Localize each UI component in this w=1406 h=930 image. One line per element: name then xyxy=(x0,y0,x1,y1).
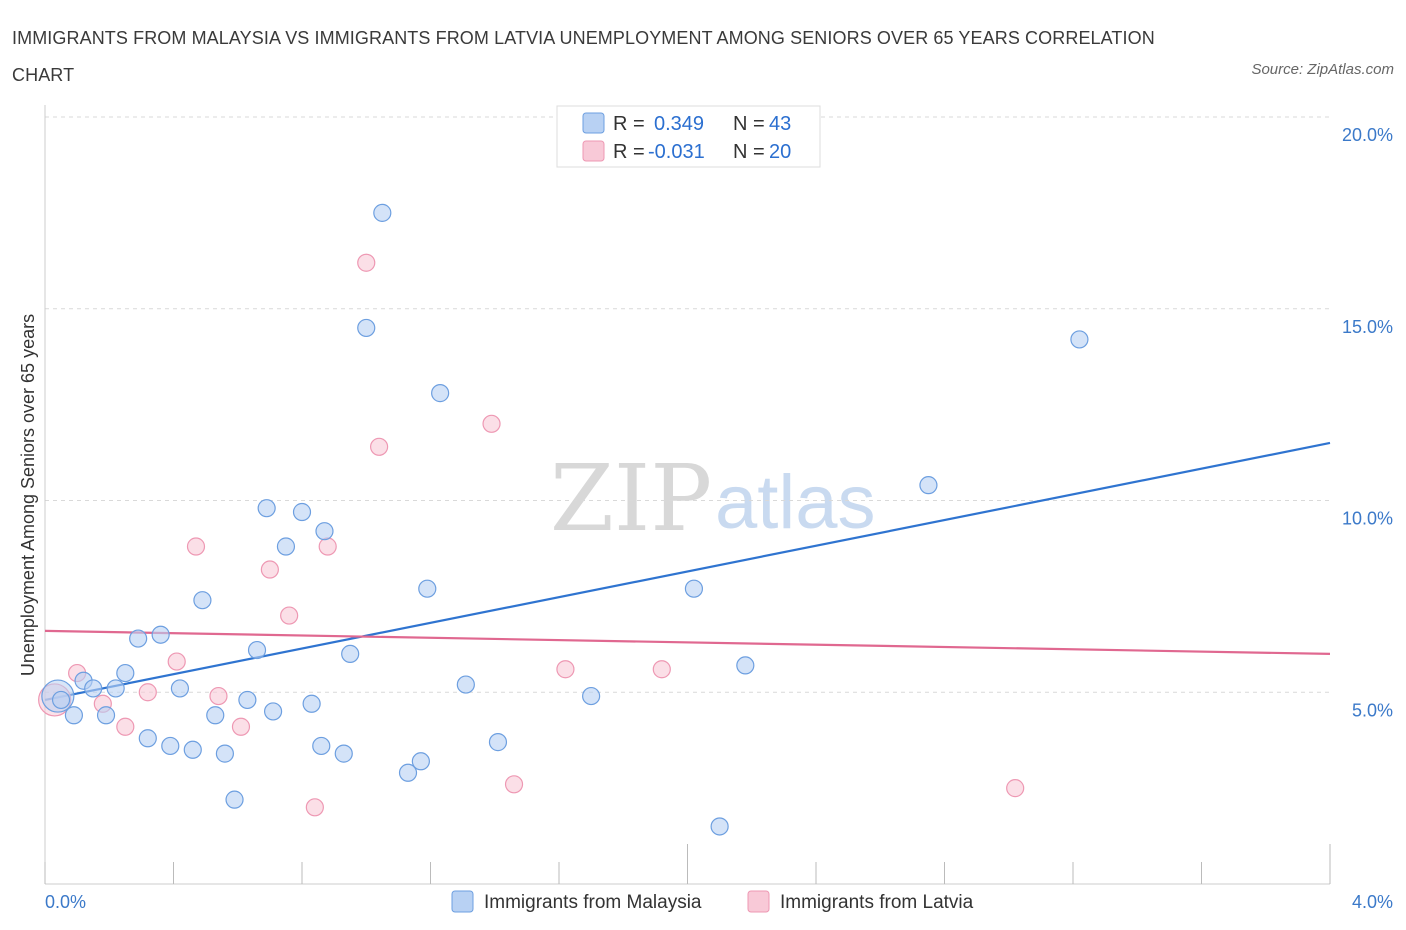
series-legend-label-latvia: Immigrants from Latvia xyxy=(780,892,974,913)
point-malaysia xyxy=(116,663,135,683)
y-tick-labels: 5.0% 10.0% 15.0% 20.0% xyxy=(1342,125,1393,720)
point-latvia xyxy=(318,537,337,556)
point-malaysia xyxy=(710,817,729,836)
point-malaysia xyxy=(302,694,321,713)
y-tick-label: 10.0% xyxy=(1342,509,1393,529)
point-malaysia xyxy=(225,790,244,809)
watermark-atlas: atlas xyxy=(715,460,876,545)
watermark: ZIP atlas xyxy=(550,445,876,552)
legend-swatch-latvia xyxy=(582,140,605,162)
point-malaysia xyxy=(315,522,334,541)
point-malaysia xyxy=(312,736,331,756)
point-latvia xyxy=(357,253,376,272)
point-malaysia xyxy=(129,629,148,648)
legend-r-value-latvia: -0.031 xyxy=(648,141,705,163)
axes xyxy=(44,105,1331,885)
legend-n-label-malaysia: N = xyxy=(733,113,765,135)
point-latvia xyxy=(167,652,186,671)
point-latvia xyxy=(186,537,206,556)
point-malaysia xyxy=(151,625,170,644)
point-malaysia xyxy=(488,733,508,752)
point-malaysia xyxy=(215,744,234,763)
point-malaysia xyxy=(684,579,704,598)
point-malaysia xyxy=(357,318,376,338)
legend-n-value-latvia: 20 xyxy=(769,141,791,163)
point-malaysia xyxy=(276,537,296,556)
point-malaysia xyxy=(193,591,212,610)
point-malaysia xyxy=(341,644,360,664)
trend-line-latvia xyxy=(44,629,1331,655)
point-malaysia xyxy=(263,702,283,721)
legend-n-value-malaysia: 43 xyxy=(769,113,791,135)
point-malaysia xyxy=(64,706,84,725)
point-malaysia xyxy=(292,502,312,522)
point-malaysia xyxy=(51,690,71,710)
point-latvia xyxy=(231,717,251,736)
legend-r-value-malaysia: 0.349 xyxy=(654,113,704,135)
point-latvia xyxy=(370,437,389,456)
y-axis-label: Unemployment Among Seniors over 65 years xyxy=(18,314,38,676)
legend-r-label-malaysia: R = xyxy=(613,113,645,135)
point-malaysia xyxy=(257,499,276,518)
point-malaysia xyxy=(138,729,157,748)
point-latvia xyxy=(138,683,157,702)
correlation-legend: R = 0.349 N = 43 R = -0.031 N = 20 xyxy=(556,105,821,168)
x-tick-labels: 0.0% 4.0% xyxy=(45,892,1393,912)
y-tick-label: 15.0% xyxy=(1342,317,1393,337)
point-malaysia xyxy=(456,675,475,694)
legend-swatch-malaysia xyxy=(582,112,605,134)
y-tick-label: 20.0% xyxy=(1342,125,1393,145)
chart-title: IMMIGRANTS FROM MALAYSIA VS IMMIGRANTS F… xyxy=(12,28,1155,85)
series-legend-swatch-latvia xyxy=(747,890,770,913)
x-tick-label: 0.0% xyxy=(45,892,86,912)
y-tick-label: 5.0% xyxy=(1352,700,1393,720)
series-legend: Immigrants from Malaysia Immigrants from… xyxy=(451,890,974,913)
point-malaysia xyxy=(334,744,353,763)
point-latvia xyxy=(1006,779,1025,798)
point-malaysia xyxy=(161,736,180,756)
point-malaysia xyxy=(736,656,755,675)
point-latvia xyxy=(482,414,501,433)
point-malaysia xyxy=(1070,330,1089,349)
chart-source: Source: ZipAtlas.com xyxy=(1251,61,1394,78)
point-malaysia xyxy=(84,679,103,698)
x-tick-label: 4.0% xyxy=(1352,892,1393,912)
point-latvia xyxy=(556,660,575,679)
legend-n-label-latvia: N = xyxy=(733,141,765,163)
point-latvia xyxy=(652,660,671,679)
point-latvia xyxy=(504,775,524,794)
point-malaysia xyxy=(170,679,190,698)
point-latvia xyxy=(260,560,279,579)
point-malaysia xyxy=(96,706,116,725)
series-legend-swatch-malaysia xyxy=(451,890,474,913)
point-malaysia xyxy=(247,640,267,660)
point-latvia xyxy=(209,686,228,706)
legend-r-label-latvia: R = xyxy=(613,141,645,163)
point-malaysia xyxy=(411,752,430,771)
gridlines xyxy=(45,116,1330,693)
point-malaysia xyxy=(206,706,225,725)
point-malaysia xyxy=(582,686,601,706)
point-malaysia xyxy=(398,763,418,782)
point-latvia xyxy=(280,606,299,625)
point-malaysia xyxy=(431,384,450,403)
point-malaysia xyxy=(418,579,437,598)
point-malaysia xyxy=(373,203,392,222)
point-latvia xyxy=(305,798,324,817)
point-malaysia xyxy=(106,679,125,698)
data-points xyxy=(38,203,1089,836)
point-malaysia xyxy=(238,690,257,710)
watermark-zip: ZIP xyxy=(550,445,712,552)
point-malaysia xyxy=(919,476,938,495)
series-legend-label-malaysia: Immigrants from Malaysia xyxy=(484,892,702,913)
point-malaysia xyxy=(183,740,202,759)
point-latvia xyxy=(116,717,135,736)
